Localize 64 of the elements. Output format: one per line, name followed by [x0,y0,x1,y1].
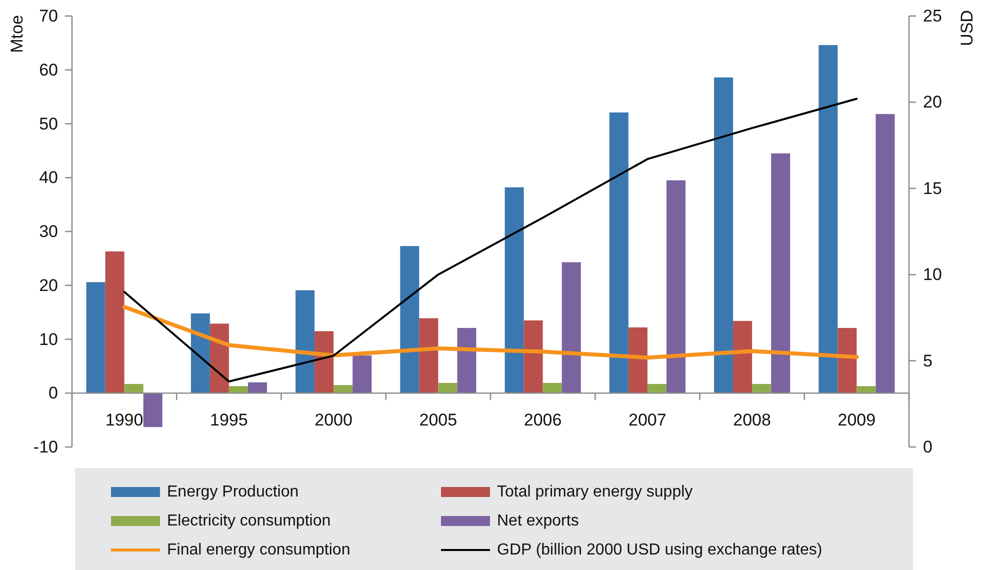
bar [856,386,876,394]
bar [438,382,458,394]
x-tick-label: 2005 [419,410,458,430]
y2-axis-title: USD [958,10,976,46]
bar [876,114,895,394]
bar [400,246,420,394]
y2-tick-label: 15 [923,178,942,198]
x-tick-label: 2000 [314,410,352,430]
bar [314,331,334,394]
x-tick-label: 2009 [838,410,876,430]
bar [609,112,628,394]
bar [647,384,666,394]
bar [771,153,790,394]
x-tick-label: 2008 [733,410,771,430]
bar [562,262,581,394]
x-tick-label: 1995 [210,410,248,430]
line-series [123,98,858,382]
bar [86,282,106,394]
bar [542,382,562,394]
y-tick-label: 10 [39,330,58,349]
y-tick-label: 40 [39,168,58,188]
bar [504,187,524,394]
bar [248,382,267,394]
y-tick-label: 50 [39,114,58,134]
bar [334,385,353,394]
bar [714,77,734,394]
y-tick-label: -10 [33,438,58,456]
legend-label: Energy Production [167,484,299,500]
y-tick-label: 20 [39,276,58,295]
bar [352,355,372,394]
y2-tick-label: 25 [923,6,942,26]
bar [733,320,752,394]
bar [228,386,248,394]
y-tick-label: 30 [39,222,58,241]
legend-label: GDP (billion 2000 USD using exchange rates) [497,542,822,558]
bar [296,290,315,394]
y-tick-label: 70 [39,6,58,26]
bar [190,313,210,394]
bar [818,45,838,394]
bar [666,180,686,394]
bar [628,327,648,394]
bar [752,384,772,394]
bar [143,393,162,428]
line-series [122,304,859,360]
y2-tick-label: 20 [923,92,942,112]
bar [457,328,476,394]
legend-label: Net exports [497,512,579,530]
legend-label: Final energy consumption [167,542,350,558]
legend-label: Total primary energy supply [497,484,693,500]
x-tick-label: 1990 [105,410,144,430]
y2-tick-label: 5 [923,351,932,370]
bar [838,328,857,394]
y-axis-title: Mtoe [8,15,26,53]
x-tick-label: 2007 [628,410,666,430]
y2-tick-label: 10 [923,265,942,284]
bar [524,320,543,394]
legend-label: Electricity consumption [167,512,331,530]
y-tick-label: 60 [39,60,58,80]
bar [124,384,144,394]
x-tick-label: 2006 [524,410,562,430]
y-tick-label: 0 [48,384,58,403]
bar [105,251,124,394]
bar [419,318,438,394]
y2-tick-label: 0 [923,438,932,456]
